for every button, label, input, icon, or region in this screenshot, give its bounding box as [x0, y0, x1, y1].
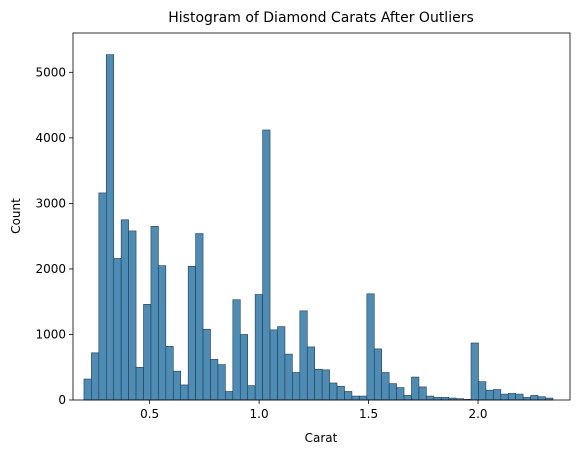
- histogram-bar: [150, 226, 159, 401]
- histogram-bar: [329, 382, 338, 401]
- histogram-bar: [426, 395, 435, 401]
- histogram-bar: [217, 364, 226, 401]
- plot-area-border: [72, 32, 571, 401]
- histogram-bar: [143, 304, 152, 401]
- chart-title: Histogram of Diamond Carats After Outlie…: [168, 10, 474, 26]
- x-tick-label: 0.5: [140, 407, 159, 421]
- histogram-bar: [262, 129, 271, 401]
- histogram-bar: [91, 352, 100, 401]
- histogram-bar: [277, 326, 286, 401]
- y-tick-label: 0: [58, 393, 66, 407]
- histogram-bar: [292, 372, 301, 401]
- histogram-bar: [470, 342, 479, 401]
- histogram-bar: [299, 310, 308, 401]
- histogram-bar: [321, 369, 330, 401]
- y-axis-ticks: 0 1000 2000 3000 4000 5000: [35, 65, 73, 407]
- histogram-bar: [165, 345, 174, 401]
- histogram-bar: [493, 389, 502, 401]
- histogram-bar: [158, 265, 167, 401]
- histogram-bar: [128, 230, 137, 401]
- histogram-bar: [507, 393, 517, 401]
- x-tick-label: 1.0: [250, 407, 269, 421]
- histogram-bar: [403, 395, 412, 401]
- histogram-bar: [172, 370, 182, 401]
- histogram-bar: [202, 328, 211, 401]
- histogram-bar: [306, 346, 316, 401]
- y-tick-label: 3000: [35, 196, 66, 210]
- histogram-bar: [530, 395, 539, 401]
- histogram-bar: [485, 389, 494, 401]
- histogram-bar: [314, 368, 323, 401]
- histogram-bar: [515, 393, 524, 401]
- x-tick-label: 1.5: [359, 407, 378, 421]
- histogram-bar: [478, 381, 487, 401]
- x-axis-label: Carat: [305, 431, 338, 445]
- histogram-bar: [373, 348, 383, 401]
- histogram-bar: [396, 387, 405, 401]
- x-tick-label: 2.0: [468, 407, 487, 421]
- histogram-bar: [187, 266, 196, 401]
- histogram-bar: [284, 353, 293, 401]
- histogram-bar: [239, 334, 249, 401]
- histogram-bar: [336, 385, 345, 401]
- histogram-bar: [105, 54, 115, 401]
- axes-frame: [72, 32, 571, 401]
- histogram-bar: [232, 299, 241, 401]
- histogram-bar: [225, 391, 234, 401]
- histogram-bar: [180, 384, 189, 401]
- x-axis-ticks: 0.5 1.0 1.5 2.0: [140, 400, 488, 421]
- histogram-bar: [83, 378, 92, 401]
- histogram-bar: [366, 293, 375, 401]
- histogram-bar: [351, 395, 360, 401]
- histogram-bar: [359, 395, 368, 401]
- histogram-bar: [537, 396, 546, 401]
- histogram-bar: [344, 391, 353, 401]
- histogram-bar: [135, 366, 144, 401]
- histogram-bar: [113, 258, 122, 401]
- histogram-bar: [195, 233, 204, 401]
- histogram-bar: [269, 329, 278, 401]
- histogram-bar: [120, 219, 129, 401]
- histogram-bar: [381, 372, 390, 401]
- histogram-bars: [83, 54, 554, 401]
- histogram-bar: [254, 294, 263, 401]
- histogram-bar: [210, 359, 219, 401]
- y-tick-label: 5000: [35, 65, 66, 79]
- histogram-bar: [388, 383, 397, 401]
- histogram-bar: [500, 393, 509, 401]
- y-tick-label: 4000: [35, 131, 66, 145]
- y-axis-label: Count: [9, 198, 23, 234]
- histogram-bar: [418, 386, 427, 401]
- histogram-bar: [411, 376, 420, 401]
- histogram-bar: [98, 192, 107, 401]
- y-tick-label: 1000: [35, 327, 66, 341]
- histogram-bar: [247, 385, 256, 401]
- y-tick-label: 2000: [35, 262, 66, 276]
